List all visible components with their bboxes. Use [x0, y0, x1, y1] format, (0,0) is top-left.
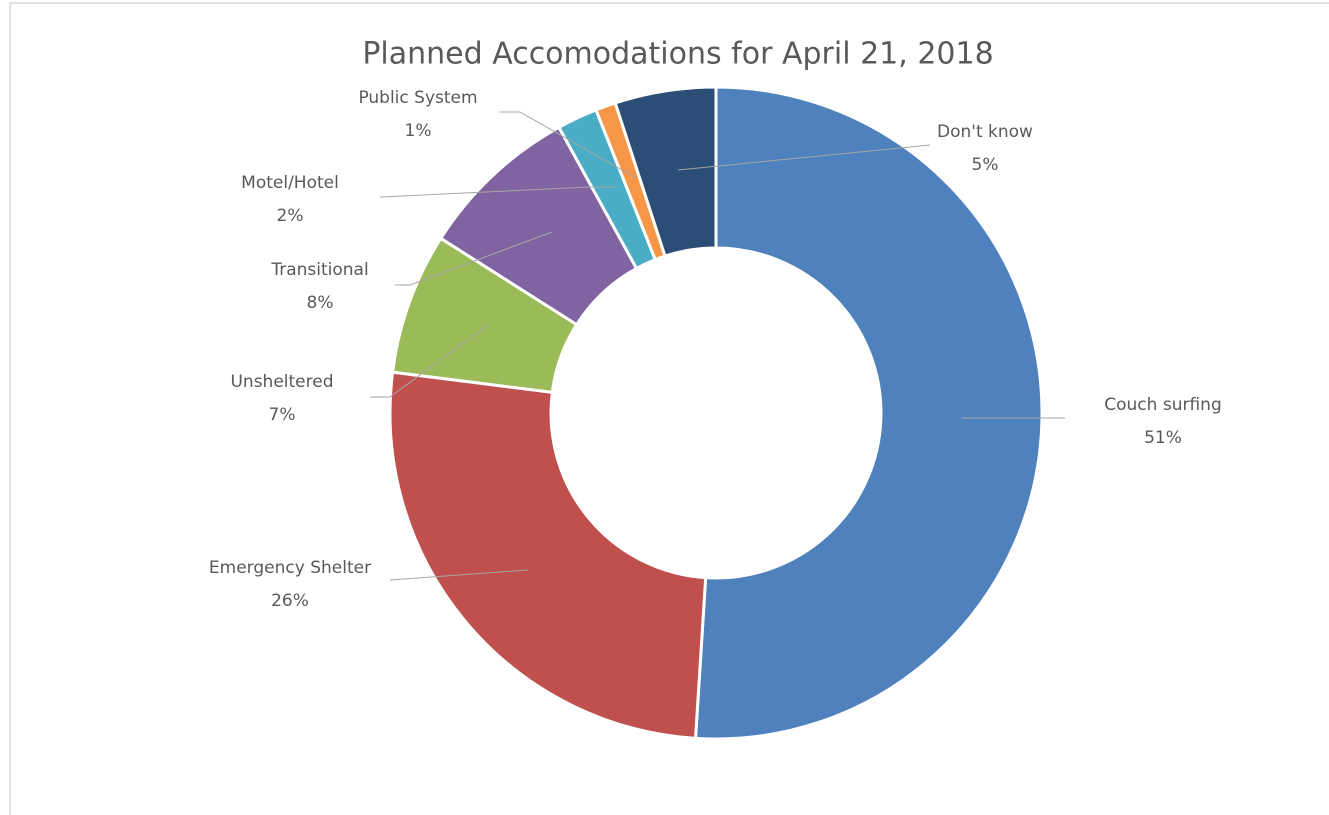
data-label-name: Transitional	[270, 260, 368, 280]
leader-line	[395, 231, 553, 286]
leader-line	[500, 111, 637, 179]
data-label-value: 2%	[277, 206, 304, 226]
data-label-value: 51%	[1144, 428, 1182, 448]
data-label-value: 8%	[307, 293, 334, 313]
data-label-name: Public System	[358, 88, 477, 108]
donut-segment	[693, 85, 1044, 741]
data-label-name: Couch surfing	[1104, 395, 1221, 415]
leader-line	[379, 186, 616, 198]
donut-segment	[388, 370, 708, 740]
chart-title: Planned Accomodations for April 21, 2018	[362, 37, 993, 72]
chart-frame	[9, 2, 1329, 815]
data-label-name: Motel/Hotel	[241, 173, 339, 193]
leader-line	[677, 144, 931, 171]
leader-line	[389, 569, 529, 581]
data-label-value: 26%	[271, 591, 309, 611]
donut-segment	[613, 85, 718, 258]
leader-line	[370, 324, 489, 398]
data-label-value: 5%	[972, 155, 999, 175]
data-label-value: 7%	[269, 405, 296, 425]
data-label-value: 1%	[405, 121, 432, 141]
data-label-name: Don't know	[937, 122, 1033, 142]
data-label-name: Unsheltered	[230, 372, 333, 392]
data-label-name: Emergency Shelter	[209, 558, 371, 578]
